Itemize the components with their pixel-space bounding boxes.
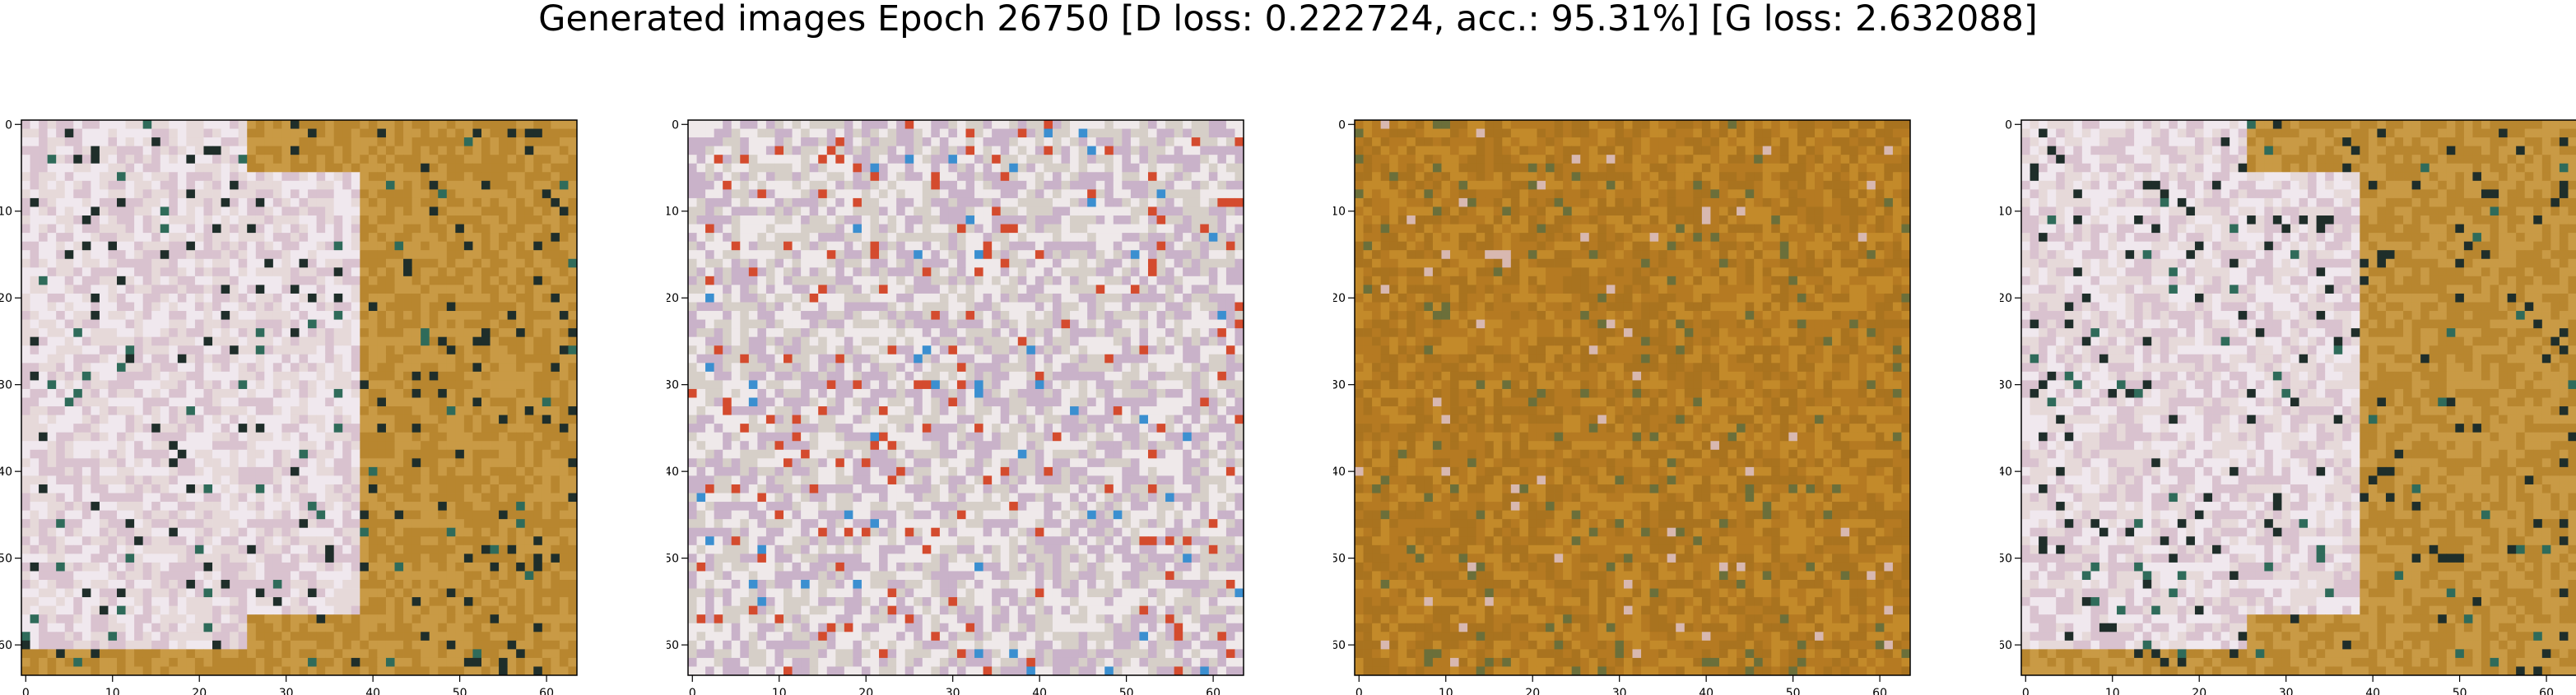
x-tick-label: 60	[1872, 687, 1887, 695]
pixel-grid	[688, 120, 1244, 676]
x-tick-label: 0	[2022, 687, 2030, 695]
y-tick-label: 40	[0, 466, 12, 479]
image-axes-4: 0 0 10 10 20 20 30 30 40 40 50 50 60 60	[2000, 118, 2576, 695]
image-panel-2: 0 0 10 10 20 20 30 30 40 40 50 50 60 60	[667, 0, 1292, 695]
x-tick-label: 60	[2539, 687, 2554, 695]
x-tick-label: 40	[1032, 687, 1047, 695]
x-tick-label: 30	[946, 687, 960, 695]
x-tick-label: 0	[1355, 687, 1363, 695]
y-tick-label: 60	[0, 639, 12, 652]
axes-frame	[2020, 119, 2576, 676]
x-tick-label: 60	[539, 687, 554, 695]
y-tick-label: 50	[2000, 553, 2012, 566]
x-tick-label: 0	[22, 687, 30, 695]
x-tick-label: 20	[1525, 687, 1540, 695]
y-tick-label: 0	[1338, 118, 1346, 132]
x-tick-label: 40	[1699, 687, 1713, 695]
pixel-grid	[1355, 120, 1911, 676]
y-tick-label: 20	[2000, 292, 2012, 305]
y-tick-label: 10	[1333, 206, 1346, 219]
image-axes-3: 0 0 10 10 20 20 30 30 40 40 50 50 60 60	[1333, 118, 1911, 695]
y-tick-label: 30	[667, 379, 679, 392]
y-tick-label: 20	[1333, 292, 1346, 305]
y-tick-label: 0	[2005, 118, 2012, 132]
x-tick-label: 50	[1119, 687, 1134, 695]
y-tick-label: 30	[0, 379, 12, 392]
x-tick-label: 30	[279, 687, 294, 695]
y-tick-label: 60	[667, 639, 679, 652]
y-tick-label: 0	[5, 118, 12, 132]
y-tick-label: 40	[1333, 466, 1346, 479]
axes-frame	[1354, 119, 1911, 676]
image-axes-1: 0 0 10 10 20 20 30 30 40 40 50 50 60 60	[0, 118, 578, 695]
y-tick-label: 50	[667, 553, 679, 566]
figure-title: Generated images Epoch 26750 [D loss: 0.…	[538, 0, 2038, 39]
y-tick-label: 10	[0, 206, 12, 219]
y-tick-label: 40	[667, 466, 679, 479]
image-panel-3: 0 0 10 10 20 20 30 30 40 40 50 50 60 60	[1333, 0, 1959, 695]
y-tick-label: 10	[2000, 206, 2012, 219]
y-tick-label: 30	[1333, 379, 1346, 392]
y-tick-label: 40	[2000, 466, 2012, 479]
y-tick-label: 10	[667, 206, 679, 219]
image-panel-4: 0 0 10 10 20 20 30 30 40 40 50 50 60 60	[2000, 0, 2576, 695]
x-tick-label: 50	[453, 687, 467, 695]
x-tick-label: 10	[1439, 687, 1453, 695]
x-tick-label: 10	[2105, 687, 2120, 695]
x-tick-label: 20	[858, 687, 873, 695]
x-tick-label: 50	[1786, 687, 1801, 695]
pixel-grid	[21, 120, 578, 676]
x-tick-label: 40	[365, 687, 380, 695]
y-tick-label: 20	[0, 292, 12, 305]
y-tick-label: 60	[1333, 639, 1346, 652]
axes-frame	[687, 119, 1244, 676]
y-tick-label: 50	[0, 553, 12, 566]
y-tick-label: 50	[1333, 553, 1346, 566]
y-tick-label: 60	[2000, 639, 2012, 652]
x-tick-label: 10	[772, 687, 787, 695]
x-tick-label: 20	[192, 687, 207, 695]
x-tick-label: 60	[1206, 687, 1221, 695]
x-tick-label: 30	[2279, 687, 2294, 695]
axes-frame	[21, 119, 578, 676]
x-tick-label: 30	[1612, 687, 1627, 695]
image-panel-1: 0 0 10 10 20 20 30 30 40 40 50 50 60 60	[0, 0, 625, 695]
pixel-grid	[2021, 120, 2576, 676]
image-axes-2: 0 0 10 10 20 20 30 30 40 40 50 50 60 60	[667, 118, 1244, 695]
y-tick-label: 0	[672, 118, 679, 132]
x-tick-label: 50	[2453, 687, 2467, 695]
y-tick-label: 30	[2000, 379, 2012, 392]
x-tick-label: 0	[689, 687, 696, 695]
x-tick-label: 10	[105, 687, 120, 695]
x-tick-label: 40	[2365, 687, 2380, 695]
x-tick-label: 20	[2192, 687, 2206, 695]
y-tick-label: 20	[667, 292, 679, 305]
